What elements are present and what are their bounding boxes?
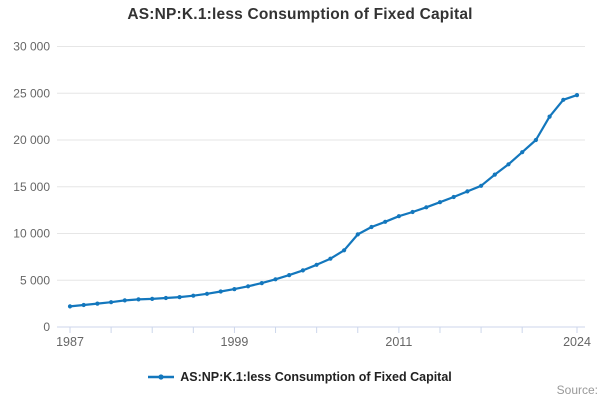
series-point [328, 256, 333, 261]
series-point [67, 304, 73, 309]
y-axis-tick-label: 15 000 [13, 180, 50, 194]
legend: AS:NP:K.1:less Consumption of Fixed Capi… [0, 370, 600, 384]
series-point [574, 93, 580, 98]
x-axis-tick-label: 1987 [56, 335, 84, 349]
series-point [300, 268, 305, 273]
y-axis-tick-label: 10 000 [13, 227, 50, 241]
series-point [437, 200, 443, 205]
series-point [81, 302, 86, 308]
series-point [273, 277, 278, 282]
series-point [95, 301, 100, 306]
series-point [479, 183, 484, 188]
series-line [68, 93, 579, 308]
series-point [218, 289, 223, 294]
chart-title: AS:NP:K.1:less Consumption of Fixed Capi… [127, 6, 473, 23]
series-point [369, 224, 374, 230]
series-point [136, 297, 141, 302]
series-point [465, 189, 470, 194]
series-point [191, 293, 196, 298]
y-axis-tick-label: 25 000 [13, 86, 50, 100]
series-point [520, 150, 525, 155]
series-point [547, 114, 552, 119]
series-point [204, 291, 210, 296]
series-point [561, 97, 566, 102]
series-point [109, 300, 114, 305]
x-axis-tick-label: 2024 [563, 335, 591, 349]
series-point [342, 248, 347, 253]
legend-item-series[interactable]: AS:NP:K.1:less Consumption of Fixed Capi… [148, 370, 452, 384]
series-point [122, 298, 127, 303]
series-point [177, 295, 182, 300]
series-point [492, 172, 497, 177]
series-point [287, 273, 292, 278]
series-point [410, 209, 415, 215]
series-point [246, 284, 251, 289]
x-axis-tick-label: 1999 [221, 335, 249, 349]
y-axis-tick-label: 0 [43, 320, 50, 334]
legend-series-label: AS:NP:K.1:less Consumption of Fixed Capi… [180, 370, 452, 384]
y-axis-tick-label: 30 000 [13, 40, 50, 54]
y-axis-tick-label: 20 000 [13, 133, 50, 147]
series-point [150, 296, 155, 301]
series-point [355, 232, 360, 237]
series-point [314, 262, 319, 267]
series-point [506, 162, 511, 167]
series-point [383, 219, 388, 224]
series-point [163, 295, 168, 301]
y-axis-tick-label: 5 000 [20, 273, 50, 287]
x-axis-tick-label: 2011 [385, 335, 412, 349]
series-point [396, 214, 401, 219]
series-point [232, 287, 237, 292]
series-point [451, 194, 456, 200]
series-point [424, 205, 429, 210]
source-label: Source: [556, 383, 598, 397]
series-point [259, 281, 264, 286]
legend-line-marker-icon [148, 374, 175, 380]
series-point [533, 137, 539, 143]
